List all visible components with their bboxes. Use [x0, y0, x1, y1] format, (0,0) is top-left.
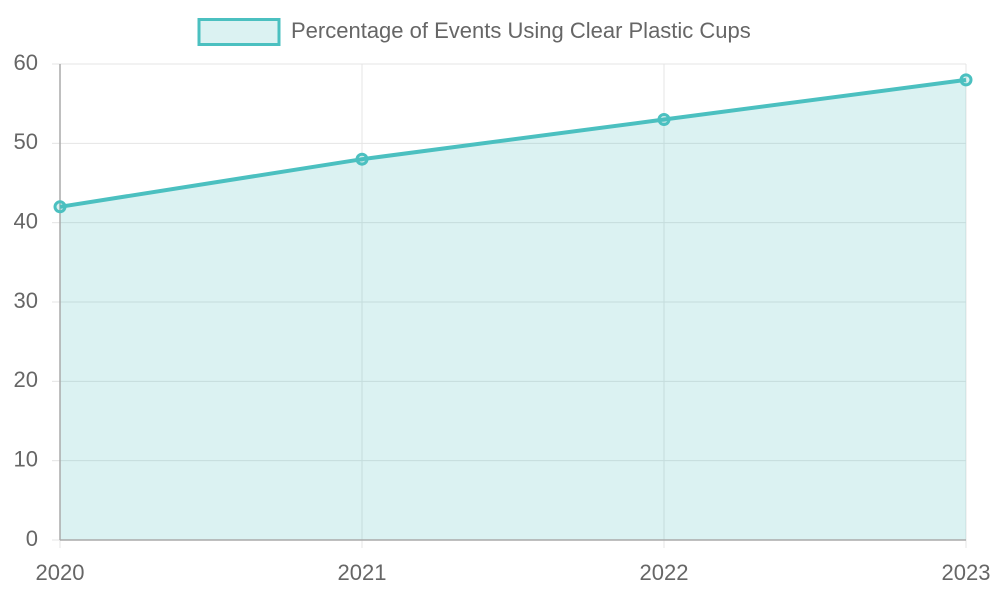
y-tick-label: 20	[14, 367, 38, 392]
point	[959, 73, 973, 87]
y-tick-label: 50	[14, 129, 38, 154]
y-tick-label: 60	[14, 50, 38, 75]
y-tick-label: 0	[26, 526, 38, 551]
point	[657, 113, 671, 127]
point	[355, 152, 369, 166]
legend-swatch	[197, 18, 281, 46]
y-tick-label: 30	[14, 288, 38, 313]
legend-label: Percentage of Events Using Clear Plastic…	[291, 18, 751, 43]
line	[59, 77, 967, 209]
y-tick-label: 10	[14, 446, 38, 471]
x-tick-label: 2020	[36, 560, 85, 585]
x-tick-label: 2021	[338, 560, 387, 585]
x-tick-label: 2023	[942, 560, 991, 585]
point	[53, 200, 67, 214]
legend: Percentage of Events Using Clear Plastic…	[197, 18, 751, 46]
x-tick-label: 2022	[640, 560, 689, 585]
y-tick-label: 40	[14, 208, 38, 233]
area	[60, 79, 966, 540]
